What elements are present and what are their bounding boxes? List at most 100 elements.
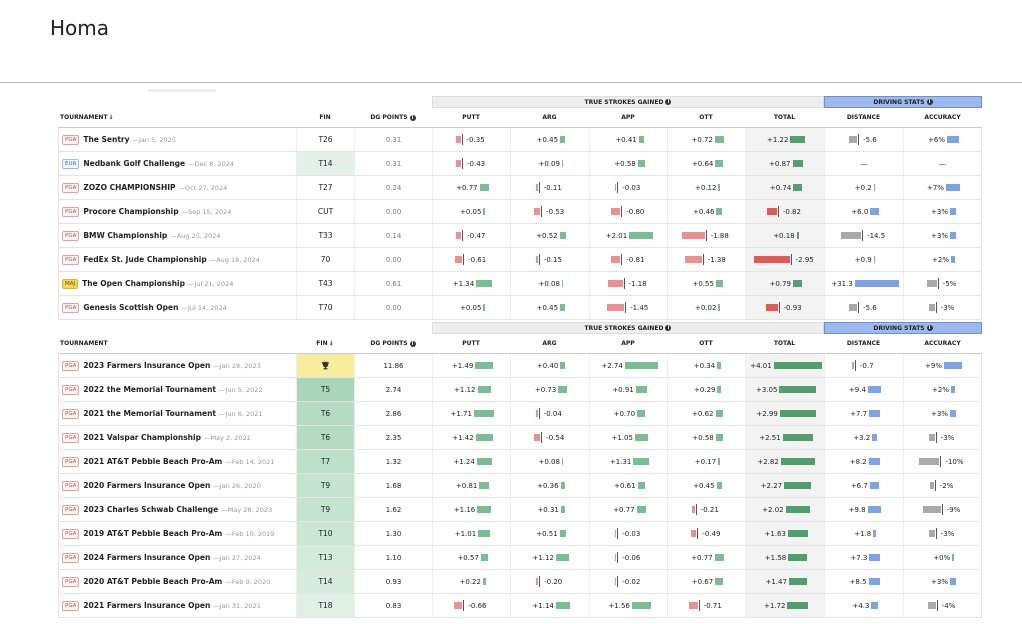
column-header[interactable]: ACCURACY [924,340,961,347]
tournament-name[interactable]: ZOZO CHAMPIONSHIP [83,183,176,192]
value-label: +1.31 [609,457,632,466]
stat-cell: +0.36 [510,474,589,497]
value-label: +0.18 [773,231,795,240]
value-label: -3% [940,303,955,312]
bar [779,386,817,393]
value-label: +0.58 [692,433,714,442]
tournament-name[interactable]: Genesis Scottish Open [83,303,179,312]
zero-tick [940,456,942,467]
stat-cell: +0.45 [667,474,745,497]
tournament-name[interactable]: 2021 Valspar Championship [83,433,201,442]
column-header[interactable]: DISTANCE [846,340,881,347]
finish: T9 [320,481,331,490]
zero-tick [935,432,937,443]
zero-tick [462,158,464,169]
bar [480,554,488,561]
value-label: +0.74 [769,183,792,192]
tournament-name[interactable]: The Open Championship [82,279,185,288]
tournament-name[interactable]: 2022 the Memorial Tournament [83,385,217,394]
stat-cell: +6.0 [824,200,903,223]
bar [872,434,877,441]
finish-cell: T43 [296,272,354,295]
bar [949,578,956,585]
value-label: +0.05 [460,303,482,312]
column-header[interactable]: TOURNAMENT [58,108,296,127]
dg-points: 0.00 [385,255,402,264]
value-label: +1.24 [453,457,475,466]
bar [718,458,721,465]
column-header[interactable]: FIN [296,334,354,353]
bar [784,482,812,489]
tournament-name[interactable]: 2020 Farmers Insurance Open [83,481,211,490]
tournament-name[interactable]: 2024 Farmers Insurance Open [83,553,211,562]
bar [536,184,538,191]
bar [477,386,491,393]
bar [560,362,566,369]
stat-cell: +0.73 [510,378,589,401]
column-header[interactable]: ACCURACY [924,114,961,121]
value-label: -10% [945,457,964,466]
tournament-name[interactable]: 2023 Farmers Insurance Open [83,361,211,370]
bar [682,232,705,239]
column-header[interactable]: PUTT [462,340,480,347]
zero-tick [862,230,864,241]
bar [792,280,803,287]
value-label: +0.77 [613,505,635,514]
dg-points-cell: 0.31 [354,128,432,151]
column-header[interactable]: TOURNAMENT [60,340,108,347]
column-header[interactable]: TOTAL [773,340,796,347]
stat-cell: -1.45 [589,296,667,319]
value-label: +2% [932,255,949,264]
column-header[interactable]: TOTAL [773,114,796,121]
value-label: -1.18 [628,279,647,288]
bar [606,304,625,311]
zero-tick [858,302,860,313]
tournament-name[interactable]: 2021 AT&T Pebble Beach Pro-Am [83,457,223,466]
tournament-name[interactable]: 2019 AT&T Pebble Beach Pro-Am [83,529,223,538]
bar [926,280,937,287]
stat-cell: +1.34 [432,272,510,295]
tournament-name[interactable]: Procore Championship [83,207,179,216]
stat-cell: -5.6 [824,296,903,319]
column-header[interactable]: FIN [319,114,331,121]
value-label: +0.40 [536,361,559,370]
column-header[interactable]: OTT [699,340,713,347]
column-header[interactable]: DG POINTS [354,108,432,127]
value-label: +7% [927,183,944,192]
tournament-name[interactable]: 2020 AT&T Pebble Beach Pro-Am [83,577,223,586]
value-label: +0.09 [538,159,560,168]
value-label: +0.22 [459,577,481,586]
column-header[interactable]: PUTT [462,114,480,121]
column-header[interactable]: DG POINTS [354,334,432,353]
bar [637,410,646,417]
tournament-name[interactable]: BMW Championship [83,231,168,240]
column-header[interactable]: DISTANCE [846,114,881,121]
stat-cell: +4.3 [824,594,903,617]
value-label: -14.5 [867,231,886,240]
bar [614,554,617,561]
tournament-name[interactable]: FedEx St. Jude Championship [83,255,207,264]
value-label: -0.53 [546,207,565,216]
column-header[interactable]: APP [621,340,635,347]
tour-badge: PGA [62,360,80,371]
tournament-name[interactable]: 2023 Charles Schwab Challenge [83,505,219,514]
stat-cell: +7.7 [824,402,903,425]
tournament-name[interactable]: The Sentry [83,135,130,144]
tournament-name[interactable]: 2021 Farmers Insurance Open [83,601,211,610]
bar [715,578,724,585]
tournament-date: Feb 9, 2020 [225,578,270,586]
value-label: +2.51 [759,433,781,442]
tournament-name[interactable]: Nedbank Golf Challenge [83,159,186,168]
column-header[interactable]: ARG [542,114,557,121]
column-header[interactable]: OTT [699,114,713,121]
value-label: +8.5 [849,577,867,586]
tournament-name[interactable]: 2021 the Memorial Tournament [83,409,217,418]
bar [715,280,723,287]
column-header[interactable]: ARG [542,340,557,347]
stat-cell: -1.18 [589,272,667,295]
tour-badge: PGA [62,230,80,241]
stat-cell: +0.40 [510,354,589,377]
column-header[interactable]: APP [621,114,635,121]
